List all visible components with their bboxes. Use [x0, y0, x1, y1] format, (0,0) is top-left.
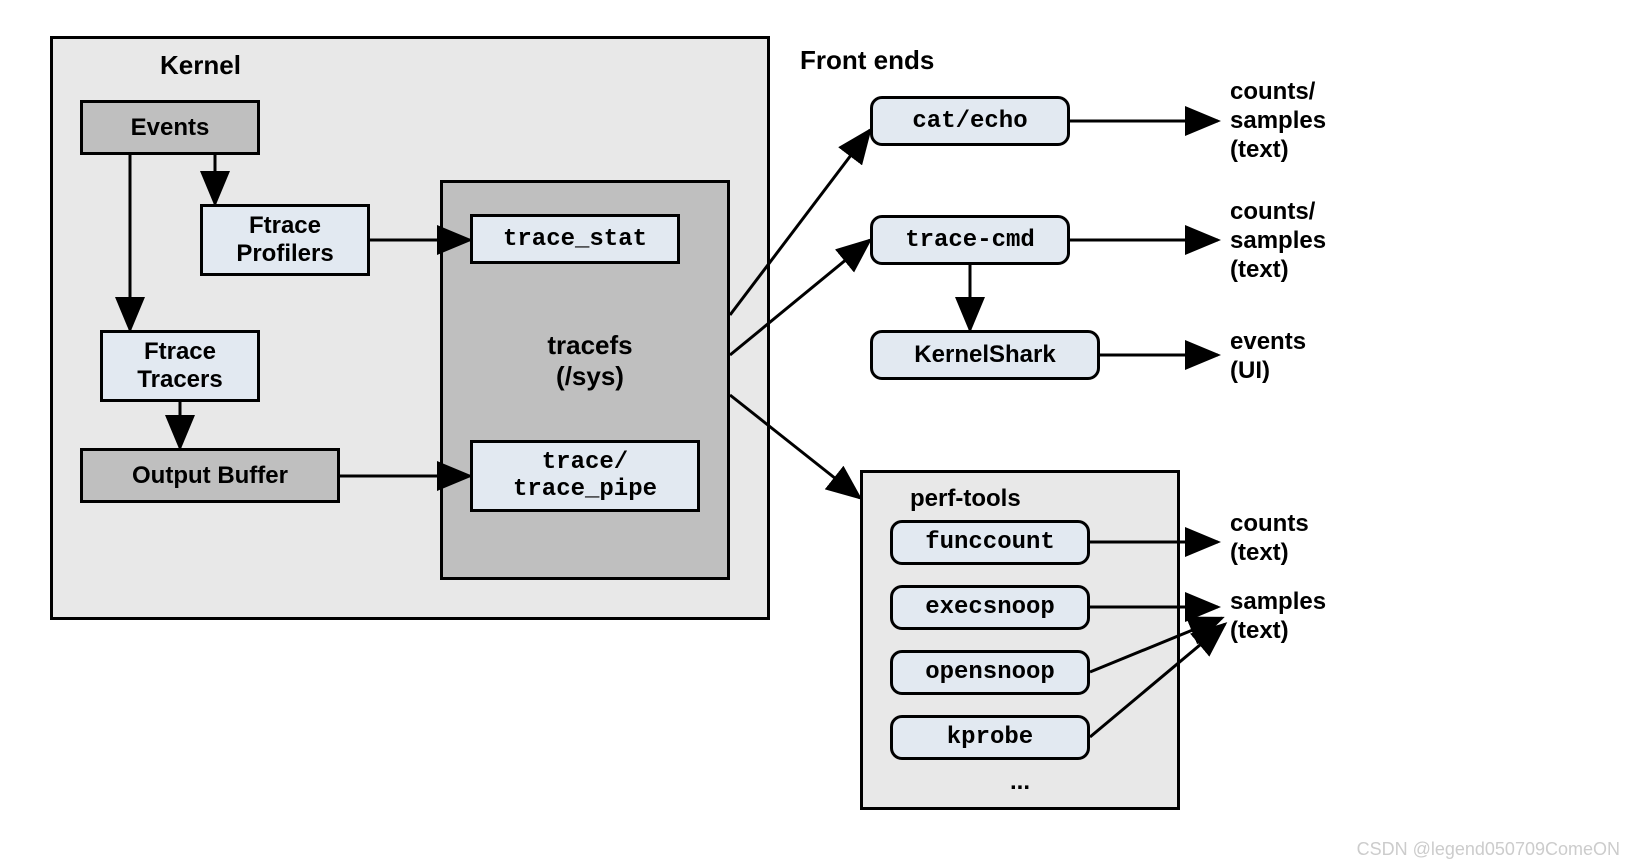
output-counts-text: counts(text)	[1230, 510, 1309, 568]
node-trace-stat: trace_stat	[470, 214, 680, 264]
node-trace-pipe: trace/trace_pipe	[470, 440, 700, 512]
diagram-canvas: Kernel tracefs(/sys) perf-tools ... Fron…	[0, 0, 1640, 868]
kernel-title: Kernel	[160, 50, 241, 81]
watermark: CSDN @legend050709ComeON	[1357, 839, 1620, 860]
node-kprobe: kprobe	[890, 715, 1090, 760]
output-samples-text: samples(text)	[1230, 588, 1326, 646]
output-counts-samples-2: counts/samples(text)	[1230, 198, 1326, 284]
node-execsnoop: execsnoop	[890, 585, 1090, 630]
node-events: Events	[80, 100, 260, 155]
node-cat-echo: cat/echo	[870, 96, 1070, 146]
node-ftrace-tracers: FtraceTracers	[100, 330, 260, 402]
frontends-label: Front ends	[800, 45, 934, 76]
node-trace-cmd: trace-cmd	[870, 215, 1070, 265]
perftools-ellipsis: ...	[1010, 768, 1030, 797]
node-kernelshark: KernelShark	[870, 330, 1100, 380]
output-events-ui: events(UI)	[1230, 328, 1306, 386]
node-funccount: funccount	[890, 520, 1090, 565]
node-output-buffer: Output Buffer	[80, 448, 340, 503]
tracefs-title: tracefs(/sys)	[520, 330, 660, 392]
node-opensnoop: opensnoop	[890, 650, 1090, 695]
node-ftrace-profilers: FtraceProfilers	[200, 204, 370, 276]
perftools-title: perf-tools	[910, 485, 1021, 513]
output-counts-samples-1: counts/samples(text)	[1230, 78, 1326, 164]
